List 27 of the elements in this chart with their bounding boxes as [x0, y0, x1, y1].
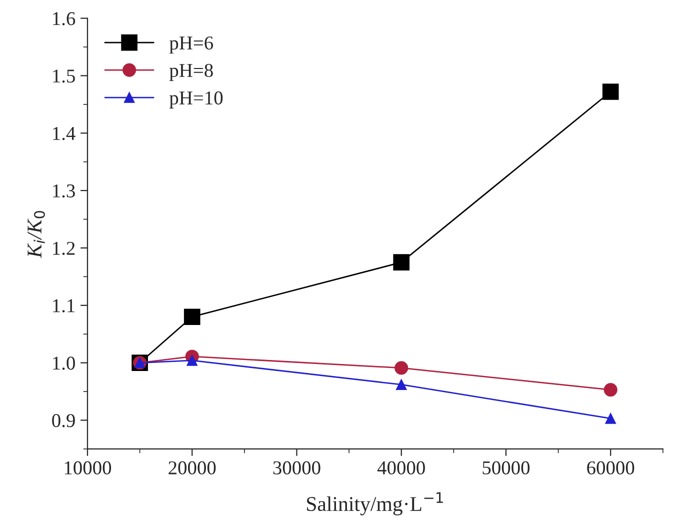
y-tick-label: 1.5 — [53, 70, 75, 83]
legend-label: pH=6 — [169, 36, 214, 54]
y-tick-label: 1.1 — [53, 299, 75, 312]
y-tick-label: 1.0 — [53, 356, 75, 370]
point — [184, 308, 200, 326]
x-tick-label: 50000 — [482, 461, 530, 474]
x-tick-label: 40000 — [377, 461, 425, 474]
x-axis-title: Salinity/mg·L$^{−1}$ — [307, 492, 443, 516]
x-tick-label: 20000 — [168, 461, 216, 474]
point — [602, 84, 619, 100]
x-tick-label: 60000 — [587, 461, 634, 474]
legend-label: pH=10 — [169, 91, 223, 108]
y-tick-label: 0.9 — [52, 414, 75, 428]
y-tick-label: 1.4 — [53, 127, 76, 140]
point — [396, 379, 407, 390]
x-tick-label: 30000 — [273, 461, 320, 474]
point — [604, 383, 618, 397]
legend-label: pH=8 — [169, 64, 213, 81]
y-tick-label: 1.2 — [53, 242, 75, 255]
y-tick-label: 1.6 — [53, 12, 76, 26]
point — [605, 413, 616, 424]
point — [393, 254, 410, 270]
y-axis-title: K$_{i}$/K$_{0}$ — [28, 210, 45, 258]
point — [186, 355, 198, 366]
point — [394, 361, 408, 375]
y-tick-label: 1.3 — [53, 184, 75, 198]
x-tick-label: 10000 — [64, 461, 112, 474]
